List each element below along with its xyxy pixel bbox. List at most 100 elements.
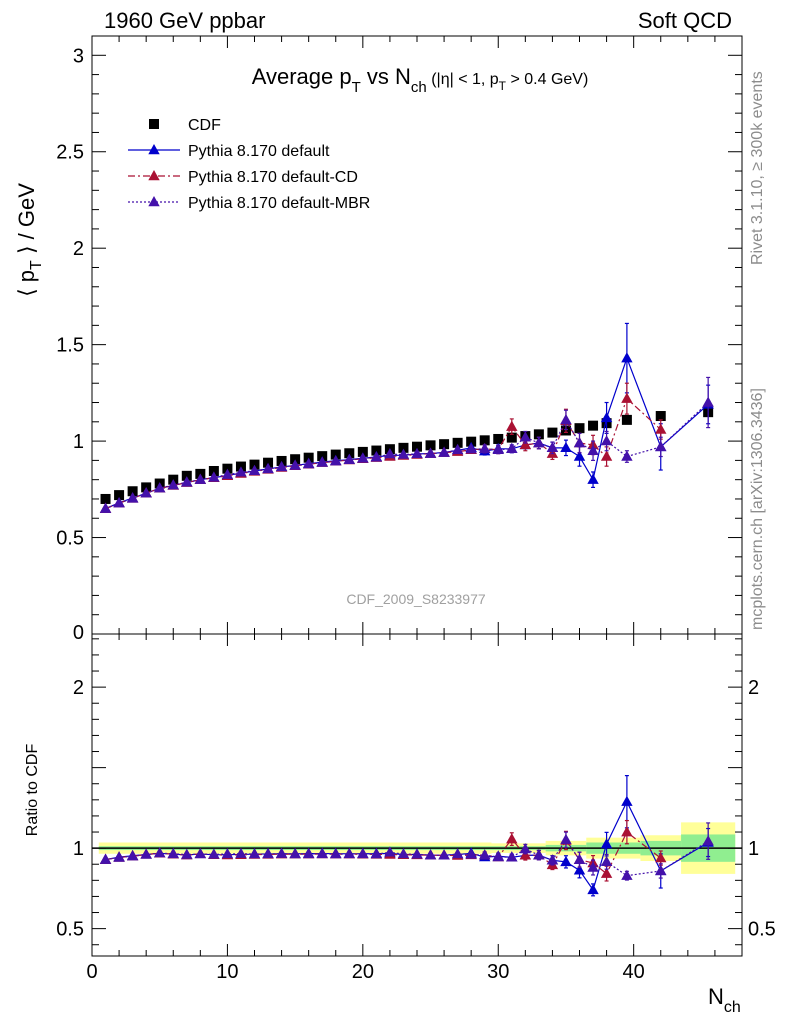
- series-3-marker: [411, 447, 423, 459]
- series-3-ratio-marker: [546, 854, 559, 865]
- series-3-ratio-marker: [167, 847, 179, 858]
- series-3-marker: [167, 479, 179, 490]
- series-3-ratio-marker: [411, 848, 423, 859]
- series-3-marker: [600, 435, 613, 446]
- x-axis-title: Nch: [708, 984, 741, 1016]
- series-2-line: [105, 397, 662, 510]
- series-2-ratio-marker: [506, 833, 518, 844]
- series-3-marker: [573, 437, 586, 448]
- x-tick-label: 30: [487, 961, 509, 983]
- series-3-marker: [506, 442, 518, 454]
- y-tick-label: 3: [73, 45, 84, 67]
- series-3-marker: [154, 482, 166, 493]
- series-3-marker: [546, 441, 559, 453]
- series-1-marker: [587, 473, 599, 484]
- cdf-data-point: [479, 435, 490, 446]
- series-3-ratio-marker: [621, 869, 633, 880]
- series-3-ratio-marker: [126, 850, 139, 861]
- series-3-ratio-marker: [438, 849, 450, 860]
- series-3-marker: [424, 447, 437, 458]
- series-2-marker: [600, 450, 613, 461]
- series-3-marker: [655, 440, 667, 452]
- y-tick-label: 2: [73, 238, 84, 260]
- series-3-ratio-marker: [113, 851, 125, 862]
- series-3-marker: [560, 413, 572, 425]
- ratio-y-tick-label: 1: [73, 838, 84, 860]
- ratio-panel: 0 10 20 30 40 0.5 0.5 1 1 2 2: [56, 633, 776, 983]
- cdf-data-point: [412, 441, 422, 452]
- legend-series-2-marker: [148, 170, 160, 181]
- series-1-ratio-marker: [587, 883, 599, 895]
- cdf-data-point: [100, 493, 111, 504]
- series-3-marker: [140, 487, 152, 498]
- series-1-ratio-marker: [600, 838, 613, 849]
- series-3-marker: [621, 450, 633, 461]
- series-3-ratio-marker: [194, 847, 207, 859]
- series-3-ratio-marker: [479, 849, 491, 860]
- series-3-ratio-marker: [343, 847, 355, 859]
- ratio-axis-title: Ratio to CDF: [24, 744, 41, 837]
- series-3-marker: [262, 462, 274, 474]
- series-3-ratio-marker: [519, 843, 532, 854]
- y-tick-label: 1: [73, 431, 84, 453]
- cdf-data-point: [588, 420, 599, 431]
- series-3-ratio-marker: [573, 853, 586, 864]
- series-3-marker: [113, 497, 125, 508]
- chart-title: Average pT vs Nch (|η| < 1, pT > 0.4 GeV…: [252, 64, 589, 96]
- cdf-data-point: [547, 427, 558, 438]
- cdf-data-point: [574, 423, 585, 434]
- y-tick-label: 2.5: [56, 142, 84, 164]
- series-3-ratio-marker: [506, 851, 518, 862]
- series-3-ratio-marker: [370, 848, 383, 859]
- cdf-data-point: [466, 436, 477, 447]
- series-3-marker: [221, 468, 234, 479]
- series-3-marker: [533, 437, 545, 448]
- series-3-marker: [370, 451, 383, 462]
- legend: CDF Pythia 8.170 default Pythia 8.170 defa…: [128, 117, 370, 212]
- series-3-marker: [702, 396, 714, 407]
- cdf-data-point: [114, 490, 125, 501]
- series-3-marker: [343, 453, 355, 465]
- cdf-data-point: [439, 439, 450, 450]
- series-1-marker: [621, 352, 633, 363]
- series-3-ratio-marker: [289, 847, 301, 859]
- series-2-ratio-marker: [519, 849, 532, 860]
- series-1-marker: [560, 441, 572, 453]
- series-3-ratio-marker: [424, 849, 437, 860]
- cdf-data-point: [398, 442, 409, 453]
- mcplots-label: mcplots.cern.ch [arXiv:1306.3436]: [749, 388, 766, 630]
- series-3-ratio-marker: [248, 847, 261, 859]
- series-3-ratio-marker: [560, 833, 572, 844]
- series-3-ratio-marker: [384, 846, 396, 857]
- series-3-marker: [357, 452, 369, 463]
- y-tick-label: 0.5: [56, 528, 84, 550]
- series-3-ratio-marker: [600, 855, 613, 867]
- ratio-y-tick-label: 0.5: [56, 919, 84, 941]
- series-3-ratio-line: [105, 838, 709, 877]
- series-3-ratio-marker: [587, 861, 599, 872]
- series-3-ratio-marker: [451, 847, 464, 859]
- series-3-ratio-marker: [140, 848, 152, 859]
- series-3-ratio-marker: [316, 847, 328, 859]
- header-energy: 1960 GeV ppbar: [104, 8, 265, 33]
- watermark: CDF_2009_S8233977: [346, 591, 486, 607]
- series-3-marker: [302, 458, 315, 469]
- x-tick-label: 10: [216, 961, 238, 983]
- series-2-ratio-marker: [600, 867, 613, 878]
- cdf-data-point: [655, 411, 666, 422]
- header-category: Soft QCD: [638, 8, 732, 33]
- ratio-y-tick-label: 2: [73, 677, 84, 699]
- series-3-marker: [479, 442, 491, 454]
- cdf-data-point: [263, 457, 274, 468]
- x-tick-label: 40: [623, 961, 645, 983]
- series-2-marker: [519, 438, 532, 450]
- series-3-ratio-marker: [262, 847, 274, 859]
- y-tick-label: 1.5: [56, 335, 84, 357]
- legend-series-3-label: Pythia 8.170 default-MBR: [188, 195, 370, 212]
- series-2-ratio-marker: [621, 826, 633, 837]
- series-2-marker: [506, 420, 518, 431]
- series-3-ratio-marker: [235, 847, 247, 858]
- x-tick-label: 0: [86, 961, 97, 983]
- series-3-ratio-marker: [275, 847, 288, 858]
- series-3-ratio-marker: [655, 864, 667, 876]
